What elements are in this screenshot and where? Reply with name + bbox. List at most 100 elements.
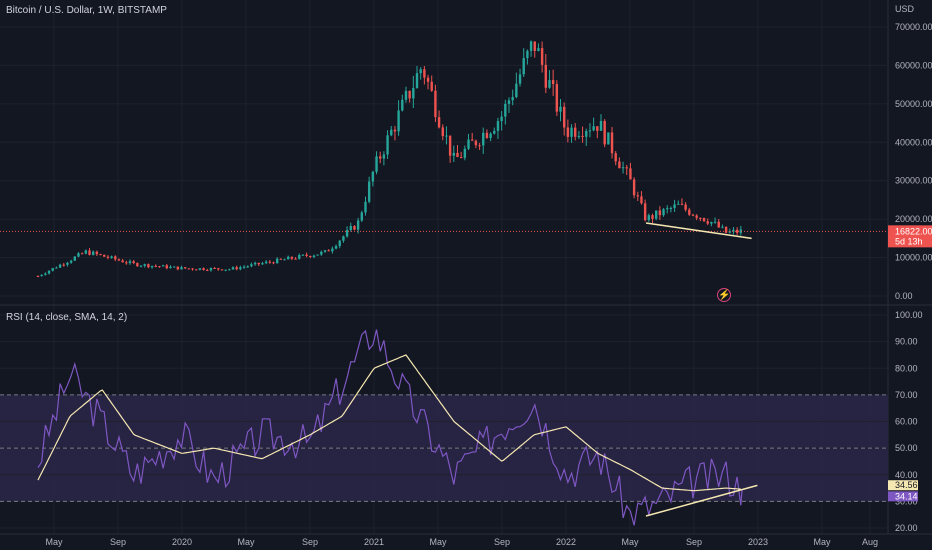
ma-value-label: 34.56 bbox=[895, 480, 918, 490]
candle-body bbox=[154, 265, 157, 267]
candle-body bbox=[511, 97, 514, 101]
rsi-tick-label: 70.00 bbox=[895, 390, 918, 400]
x-tick-label: 2020 bbox=[172, 537, 192, 547]
candle-body bbox=[555, 84, 559, 112]
candle-body bbox=[677, 203, 680, 205]
x-tick-label: May bbox=[237, 537, 255, 547]
rsi-tick-label: 60.00 bbox=[895, 417, 918, 427]
candle-body bbox=[117, 259, 121, 261]
candle-body bbox=[706, 221, 709, 224]
candle-body bbox=[172, 266, 176, 268]
candle-body bbox=[632, 179, 636, 196]
price-pane[interactable]: USD 70000.00 60000.00 50000.00 40000.00 30000… bbox=[0, 0, 932, 534]
candle-body bbox=[636, 195, 639, 197]
candle-body bbox=[66, 262, 69, 265]
candle-body bbox=[371, 171, 375, 182]
candle-body bbox=[91, 251, 95, 255]
candle-body bbox=[680, 203, 684, 205]
rsi-line bbox=[37, 329, 743, 526]
candle-body bbox=[305, 254, 308, 257]
candle-body bbox=[114, 256, 117, 260]
candle-body bbox=[493, 130, 496, 134]
candle-body bbox=[198, 268, 202, 270]
rsi-trendline[interactable] bbox=[645, 484, 758, 517]
candle-body bbox=[209, 268, 213, 271]
price-tick-label: 30000.00 bbox=[895, 176, 932, 186]
candle-body bbox=[603, 121, 606, 145]
candle-body bbox=[471, 139, 474, 141]
candle-body bbox=[441, 127, 444, 137]
price-legend: Bitcoin / U.S. Dollar, 1W, BITSTAMP bbox=[6, 5, 167, 16]
candle-body bbox=[95, 251, 99, 255]
rsi-ma-line bbox=[37, 354, 741, 492]
candle-body bbox=[73, 256, 76, 261]
x-tick-label: Sep bbox=[494, 537, 510, 547]
candle-body bbox=[588, 130, 592, 132]
x-tick-label: 2021 bbox=[364, 537, 384, 547]
candle-body bbox=[176, 266, 180, 270]
candle-body bbox=[224, 269, 227, 271]
price-tick-label: 40000.00 bbox=[895, 137, 932, 147]
rsi-tick-label: 30.00 bbox=[895, 496, 918, 506]
candle-body bbox=[618, 161, 621, 169]
candle-body bbox=[673, 204, 676, 209]
candle-body bbox=[654, 210, 658, 219]
candle-body bbox=[36, 276, 40, 278]
candle-body bbox=[640, 196, 643, 204]
last-price-label: 16822.00 bbox=[895, 226, 932, 236]
candle-body bbox=[206, 269, 209, 271]
candle-body bbox=[570, 127, 573, 137]
candle-body bbox=[515, 83, 518, 98]
candle-body bbox=[69, 260, 73, 263]
candle-body bbox=[264, 261, 268, 264]
candle-body bbox=[710, 221, 713, 224]
x-tick-label: Sep bbox=[686, 537, 702, 547]
candle-body bbox=[463, 148, 467, 158]
candle-body bbox=[121, 260, 124, 263]
candle-body bbox=[669, 208, 673, 210]
candle-body bbox=[577, 135, 581, 137]
candle-body bbox=[489, 133, 492, 139]
candle-body bbox=[187, 268, 191, 270]
support-trendline[interactable] bbox=[645, 222, 752, 240]
candle-body bbox=[739, 229, 743, 233]
x-tick-label: Aug bbox=[862, 537, 878, 547]
candle-body bbox=[195, 269, 198, 271]
candle-body bbox=[390, 129, 393, 136]
candle-body bbox=[459, 156, 463, 158]
candle-body bbox=[629, 168, 632, 180]
candle-body bbox=[331, 248, 334, 252]
x-tick-label: 2022 bbox=[556, 537, 576, 547]
candle-body bbox=[724, 226, 728, 233]
candle-body bbox=[574, 127, 577, 137]
rsi-tick-label: 90.00 bbox=[895, 337, 918, 347]
candle-body bbox=[540, 48, 544, 65]
candle-body bbox=[699, 217, 702, 219]
candle-body bbox=[58, 264, 62, 268]
candle-body bbox=[695, 215, 698, 218]
rsi-tick-label: 80.00 bbox=[895, 363, 918, 373]
candle-body bbox=[345, 230, 349, 237]
lightning-icon[interactable]: ⚡ bbox=[717, 288, 731, 302]
candle-body bbox=[643, 203, 647, 221]
candle-body bbox=[415, 73, 419, 89]
candle-body bbox=[239, 267, 242, 270]
x-tick-label: Sep bbox=[302, 537, 318, 547]
candle-body bbox=[143, 264, 146, 266]
rsi-legend: RSI (14, close, SMA, 14, 2) bbox=[6, 312, 128, 323]
candle-body bbox=[585, 131, 588, 137]
rsi-pane[interactable]: 100.00 90.00 80.00 70.00 60.00 50.00 40.00 30.0… bbox=[0, 310, 923, 533]
candle-body bbox=[128, 261, 132, 264]
candle-body bbox=[298, 254, 301, 259]
price-tick-label: 0.00 bbox=[895, 291, 913, 301]
candle-body bbox=[445, 135, 448, 137]
candle-body bbox=[316, 254, 319, 256]
candle-body bbox=[213, 268, 216, 270]
candle-body bbox=[485, 132, 489, 139]
candle-body bbox=[702, 217, 706, 222]
price-tick-label: 10000.00 bbox=[895, 253, 932, 263]
candle-body bbox=[132, 261, 135, 264]
rsi-value-badge bbox=[888, 491, 918, 502]
candle-body bbox=[592, 126, 595, 131]
candle-body bbox=[430, 81, 433, 91]
